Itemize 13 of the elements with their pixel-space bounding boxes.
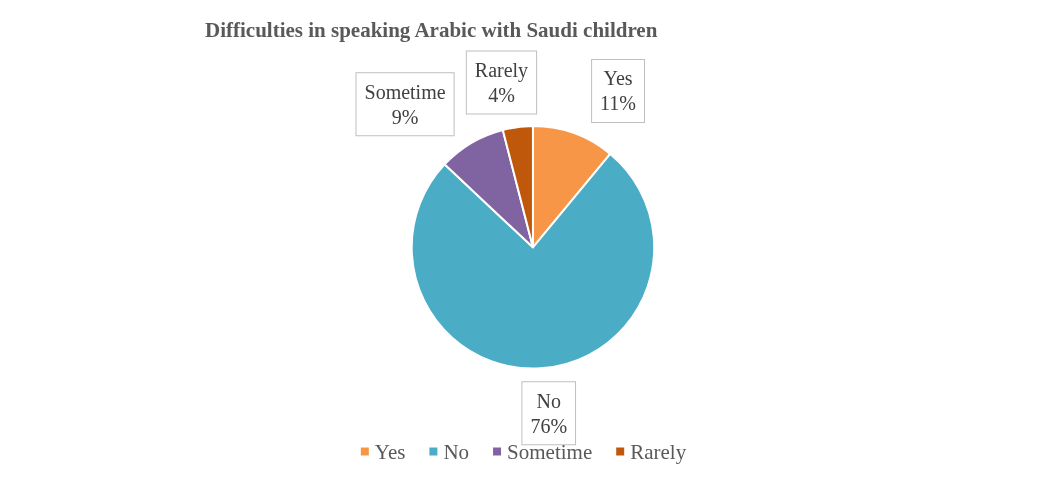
data-label: 9%: [391, 105, 419, 128]
legend-label: Yes: [374, 439, 406, 464]
slice-label: Rarely: [474, 58, 529, 82]
legend-label: Sometime: [507, 439, 593, 464]
legend-label: No: [443, 439, 470, 464]
slice-label: Sometime: [364, 80, 446, 103]
data-label: 76%: [530, 414, 568, 437]
slice-label: No: [536, 389, 561, 412]
data-label: 11%: [600, 92, 637, 115]
data-label: 4%: [488, 83, 515, 106]
chart-title: Difficulties in speaking Arabic with Saudi children: [205, 17, 658, 42]
legend-label: Rarely: [630, 439, 687, 464]
slice-label: Yes: [603, 67, 633, 90]
